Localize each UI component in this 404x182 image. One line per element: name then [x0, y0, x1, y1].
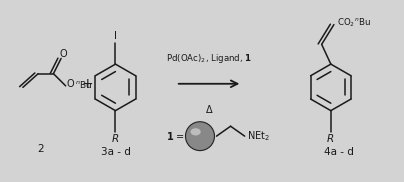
Text: CO$_2$$^n$Bu: CO$_2$$^n$Bu: [337, 17, 371, 29]
Text: R: R: [112, 134, 119, 144]
Text: O: O: [67, 79, 74, 89]
Text: I: I: [114, 31, 117, 41]
Text: $\Delta$: $\Delta$: [205, 103, 213, 115]
Text: Pd(OAc)$_2$, Ligand, $\mathbf{1}$: Pd(OAc)$_2$, Ligand, $\mathbf{1}$: [166, 52, 252, 65]
Text: NEt$_2$: NEt$_2$: [247, 129, 269, 143]
Text: R: R: [327, 134, 335, 144]
Text: 4a - d: 4a - d: [324, 147, 354, 157]
Text: +: +: [82, 77, 93, 91]
Text: 2: 2: [38, 144, 44, 154]
Text: O: O: [59, 49, 67, 59]
Text: 3a - d: 3a - d: [101, 147, 130, 157]
Text: $\mathbf{1}$ =: $\mathbf{1}$ =: [166, 130, 185, 142]
Text: $^n$Bu: $^n$Bu: [74, 79, 92, 90]
Ellipse shape: [191, 128, 201, 135]
Ellipse shape: [185, 122, 215, 151]
